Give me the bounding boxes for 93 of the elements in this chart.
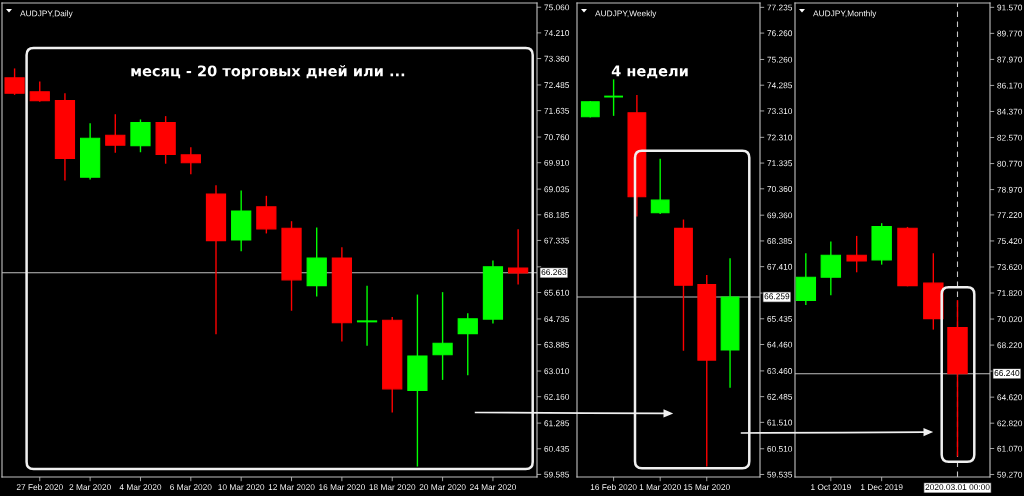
candlestick — [180, 147, 201, 175]
y-tick-label: 87.970 — [997, 56, 1023, 63]
y-tick-label: 60.510 — [767, 445, 793, 452]
y-tick-label: 67.335 — [544, 237, 570, 244]
annotation: 4 недели — [611, 65, 688, 79]
x-tick-label: 27 Feb 2020 — [16, 483, 63, 491]
candlestick — [29, 81, 50, 102]
y-tick-label: 75.260 — [767, 56, 793, 63]
candlestick — [432, 292, 453, 380]
x-tick-label: 6 Mar 2020 — [170, 484, 212, 491]
text: AUDJPY,Monthly — [813, 10, 877, 18]
y-tick-label: 61.285 — [544, 420, 570, 427]
y-tick-label: 62.160 — [544, 393, 570, 400]
y-tick-label: 65.435 — [767, 315, 793, 322]
y-tick-label: 75.420 — [997, 238, 1023, 245]
candlestick — [356, 285, 378, 346]
y-tick-label: 82.570 — [997, 134, 1023, 141]
y-tick-label: 75.060 — [544, 4, 570, 11]
y-tick-label: 59.535 — [767, 471, 793, 478]
y-tick-label: 78.970 — [997, 186, 1023, 193]
y-tick-label: 60.435 — [544, 445, 570, 452]
y-tick-label: 63.010 — [544, 368, 570, 375]
y-tick-label: 70.760 — [544, 134, 570, 141]
y-tick-label: 70.020 — [997, 316, 1023, 323]
annotation: месяц - 20 торговых дней или ... — [131, 65, 405, 80]
y-tick-label: 68.185 — [544, 211, 570, 218]
y-tick-label: 73.310 — [767, 108, 793, 115]
x-tick-label: 16 Mar 2020 — [319, 484, 365, 491]
y-tick-label: 69.360 — [767, 212, 793, 219]
candlestick — [820, 241, 842, 296]
y-tick-label: 65.610 — [544, 289, 570, 296]
text: AUDJPY,Daily — [20, 10, 73, 18]
y-tick-label: 64.620 — [997, 394, 1023, 401]
ref-line-label: 66.263 — [541, 269, 567, 276]
candlestick — [650, 158, 670, 215]
candlestick — [130, 119, 151, 153]
candlestick — [507, 229, 529, 285]
y-tick-label: 72.310 — [767, 134, 793, 141]
y-tick-label: 61.070 — [997, 445, 1023, 452]
x-tick-label: 10 Mar 2020 — [218, 484, 265, 491]
x-tick-label: 1 Dec 2019 — [860, 484, 903, 491]
x-tick-label: 18 Mar 2020 — [369, 484, 416, 491]
y-tick-label: 77.220 — [997, 212, 1023, 219]
y-tick-label: 59.270 — [997, 471, 1023, 478]
x-tick-label: 1 Mar 2020 — [639, 484, 681, 491]
candlestick — [795, 253, 817, 305]
x-tick-label: 16 Feb 2020 — [590, 483, 637, 491]
y-tick-label: 68.385 — [767, 238, 793, 245]
y-tick-label: 80.770 — [997, 160, 1023, 167]
y-tick-label: 74.285 — [767, 82, 793, 89]
candlestick — [105, 114, 126, 153]
x-tick-label: 2 Mar 2020 — [69, 484, 111, 491]
x-tick-label: 24 Mar 2020 — [469, 484, 517, 491]
y-tick-label: 72.485 — [544, 82, 570, 89]
y-tick-label: 61.510 — [767, 419, 793, 426]
y-tick-label: 69.035 — [544, 186, 570, 193]
candlestick — [4, 68, 25, 95]
candlestick — [846, 235, 867, 273]
y-tick-label: 67.410 — [767, 263, 793, 270]
y-tick-label: 63.460 — [767, 368, 793, 375]
y-tick-label: 71.820 — [997, 290, 1023, 297]
ref-line-label: 66.259 — [764, 293, 790, 300]
candlestick — [457, 313, 478, 376]
candlestick — [604, 79, 624, 116]
y-tick-label: 62.820 — [997, 420, 1023, 427]
y-tick-label: 74.210 — [544, 30, 570, 36]
ref-line-label: 2020.03.01 00:00 — [925, 484, 990, 491]
x-tick-label: 1 Oct 2019 — [811, 484, 851, 491]
y-tick-label: 71.635 — [544, 107, 570, 114]
x-tick-label: 4 Mar 2020 — [119, 484, 162, 491]
y-tick-label: 91.570 — [997, 4, 1023, 11]
y-tick-label: 69.910 — [544, 159, 570, 166]
y-tick-label: 62.485 — [767, 393, 793, 400]
y-tick-label: 77.235 — [767, 4, 793, 11]
y-tick-label: 84.370 — [997, 108, 1023, 115]
y-tick-label: 64.735 — [544, 316, 570, 323]
ref-line-label: 66.240 — [994, 370, 1020, 376]
y-tick-label: 59.585 — [544, 471, 570, 478]
y-tick-label: 64.460 — [767, 341, 793, 348]
y-tick-label: 76.260 — [767, 30, 793, 37]
y-tick-label: 71.335 — [767, 160, 793, 167]
y-tick-label: 68.220 — [997, 342, 1023, 349]
text: AUDJPY,Weekly — [595, 10, 657, 18]
y-tick-label: 70.360 — [767, 186, 793, 192]
y-tick-label: 73.360 — [544, 55, 570, 62]
y-tick-label: 89.770 — [997, 30, 1023, 37]
x-tick-label: 12 Mar 2020 — [268, 484, 315, 491]
y-tick-label: 63.885 — [544, 341, 570, 348]
y-tick-label: 73.620 — [997, 264, 1023, 271]
y-tick-label: 86.170 — [997, 82, 1023, 89]
candlestick — [256, 195, 277, 234]
x-tick-label: 15 Mar 2020 — [684, 484, 730, 491]
x-tick-label: 20 Mar 2020 — [419, 484, 466, 491]
